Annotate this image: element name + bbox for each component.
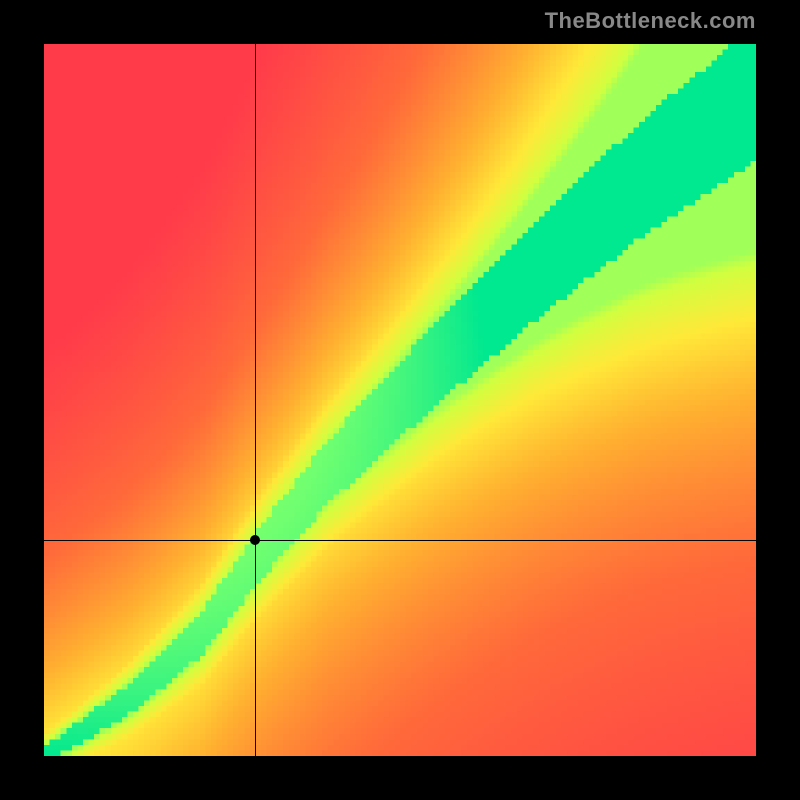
heatmap-canvas xyxy=(44,44,756,756)
attribution-text: TheBottleneck.com xyxy=(545,8,756,34)
bottleneck-heatmap xyxy=(44,44,756,756)
